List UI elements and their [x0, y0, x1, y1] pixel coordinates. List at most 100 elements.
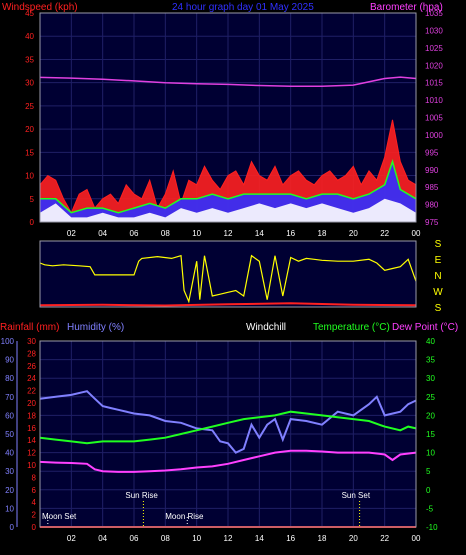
- barometer-tick-label: 1015: [425, 79, 443, 88]
- humidity-tick-label: 40: [5, 449, 14, 458]
- x-tick-label: 06: [130, 534, 139, 543]
- temperature-axis-label: Temperature (°C): [313, 322, 390, 333]
- rainfall-tick-label: 8: [32, 473, 37, 482]
- rainfall-tick-label: 28: [27, 349, 36, 358]
- windspeed-average-line: [40, 159, 417, 214]
- temperature-tick-label: 30: [426, 374, 435, 383]
- windspeed-tick-label: 40: [25, 32, 34, 41]
- dewpoint-axis-label: Dew Point (°C): [392, 322, 458, 333]
- rainfall-axis-label: Rainfall (mm): [0, 322, 59, 333]
- direction-series: [39, 254, 417, 307]
- x-tick-label: 00: [412, 534, 421, 543]
- x-tick-label: 00: [412, 229, 421, 238]
- x-tick-label: 22: [380, 229, 389, 238]
- sun-moon-events: Moon Set Sun Rise Moon Rise Sun Set: [42, 491, 371, 527]
- x-tick-label: 04: [98, 534, 107, 543]
- windspeed-tick-label: 15: [25, 148, 34, 157]
- x-tick-label: 06: [130, 229, 139, 238]
- rainfall-tick-label: 22: [27, 387, 36, 396]
- x-tick-label: 20: [349, 229, 358, 238]
- humidity-tick-label: 10: [5, 504, 14, 513]
- temperature-tick-label: 10: [426, 449, 435, 458]
- windspeed-tick-label: 30: [25, 79, 34, 88]
- windspeed-tick-label: 0: [30, 218, 35, 227]
- barometer-tick-label: 975: [425, 218, 439, 227]
- compass-label: N: [434, 271, 441, 282]
- event-label: Sun Set: [342, 491, 371, 500]
- humidity-tick-labels: 0 10 20 30 40 50 60 70 80 90 100: [1, 337, 18, 532]
- x-tick-label: 02: [67, 229, 76, 238]
- barometer-tick-label: 1020: [425, 61, 443, 70]
- windspeed-tick-label: 10: [25, 172, 34, 181]
- graph-title: 24 hour graph day 01 May 2025: [172, 2, 314, 13]
- temperature-tick-label: 5: [426, 467, 431, 476]
- barometer-axis-label: Barometer (hpa): [370, 2, 443, 13]
- humidity-tick-label: 80: [5, 374, 14, 383]
- direction-plot-area: [40, 241, 416, 307]
- rainfall-tick-label: 4: [32, 498, 37, 507]
- humidity-tick-label: 70: [5, 393, 14, 402]
- x-tick-label: 12: [224, 229, 233, 238]
- temperature-x-tick-labels: 02 04 06 08 10 12 14 16 18 20 22 00: [67, 534, 421, 543]
- temperature-tick-labels: -10 -5 0 5 10 15 20 25 30 35 40: [426, 337, 438, 532]
- humidity-tick-label: 90: [5, 356, 14, 365]
- rainfall-tick-label: 26: [27, 362, 36, 371]
- rainfall-tick-label: 0: [32, 523, 37, 532]
- barometer-tick-label: 980: [425, 201, 439, 210]
- rainfall-tick-label: 18: [27, 411, 36, 420]
- temperature-line: [39, 410, 417, 445]
- rainfall-tick-label: 20: [27, 399, 36, 408]
- temperature-tick-label: 40: [426, 337, 435, 346]
- temperature-tick-label: 25: [426, 393, 435, 402]
- direction-plot-frame: [39, 240, 417, 308]
- barometer-tick-label: 1005: [425, 114, 443, 123]
- windspeed-tick-label: 20: [25, 125, 34, 134]
- windspeed-tick-labels: 0 5 10 15 20 25 30 35 40 45: [25, 9, 34, 227]
- x-tick-label: 04: [98, 229, 107, 238]
- rainfall-tick-label: 24: [27, 374, 36, 383]
- event-label: Sun Rise: [125, 491, 158, 500]
- temperature-tick-label: 35: [426, 356, 435, 365]
- humidity-tick-label: 30: [5, 467, 14, 476]
- compass-label: S: [435, 239, 442, 250]
- event-label: Moon Set: [42, 512, 77, 521]
- barometer-tick-label: 1000: [425, 131, 443, 140]
- x-tick-label: 10: [192, 229, 201, 238]
- windspeed-tick-label: 5: [30, 195, 35, 204]
- x-tick-label: 12: [224, 534, 233, 543]
- x-tick-label: 14: [255, 229, 264, 238]
- x-tick-label: 16: [286, 229, 295, 238]
- barometer-tick-label: 985: [425, 183, 439, 192]
- humidity-tick-label: 0: [10, 523, 15, 532]
- humidity-axis-label: Humidity (%): [67, 322, 124, 333]
- x-tick-label: 18: [318, 534, 327, 543]
- barometer-tick-labels: 975 980 985 990 995 1000 1005 1010 1015 1020 1025 1…: [425, 9, 443, 227]
- temperature-tick-label: 15: [426, 430, 435, 439]
- rainfall-tick-label: 16: [27, 424, 36, 433]
- temperature-tick-label: -10: [426, 523, 438, 532]
- wind-series: [39, 76, 417, 223]
- wind-direction-low-line: [39, 302, 417, 307]
- barometer-tick-label: 1010: [425, 96, 443, 105]
- barometer-tick-label: 1035: [425, 9, 443, 18]
- humidity-tick-label: 20: [5, 486, 14, 495]
- rainfall-tick-label: 6: [32, 486, 37, 495]
- x-tick-label: 10: [192, 534, 201, 543]
- compass-label: W: [433, 287, 443, 298]
- x-tick-label: 20: [349, 534, 358, 543]
- wind-direction-line: [39, 254, 417, 304]
- temperature-plot-frame: [39, 340, 417, 528]
- rainfall-tick-label: 2: [32, 511, 37, 520]
- rainfall-tick-label: 30: [27, 337, 36, 346]
- windspeed-axis-label: Windspeed (kph): [2, 2, 78, 13]
- temperature-tick-label: 0: [426, 486, 431, 495]
- humidity-tick-label: 60: [5, 411, 14, 420]
- event-label: Moon Rise: [165, 512, 204, 521]
- barometer-tick-label: 1025: [425, 44, 443, 53]
